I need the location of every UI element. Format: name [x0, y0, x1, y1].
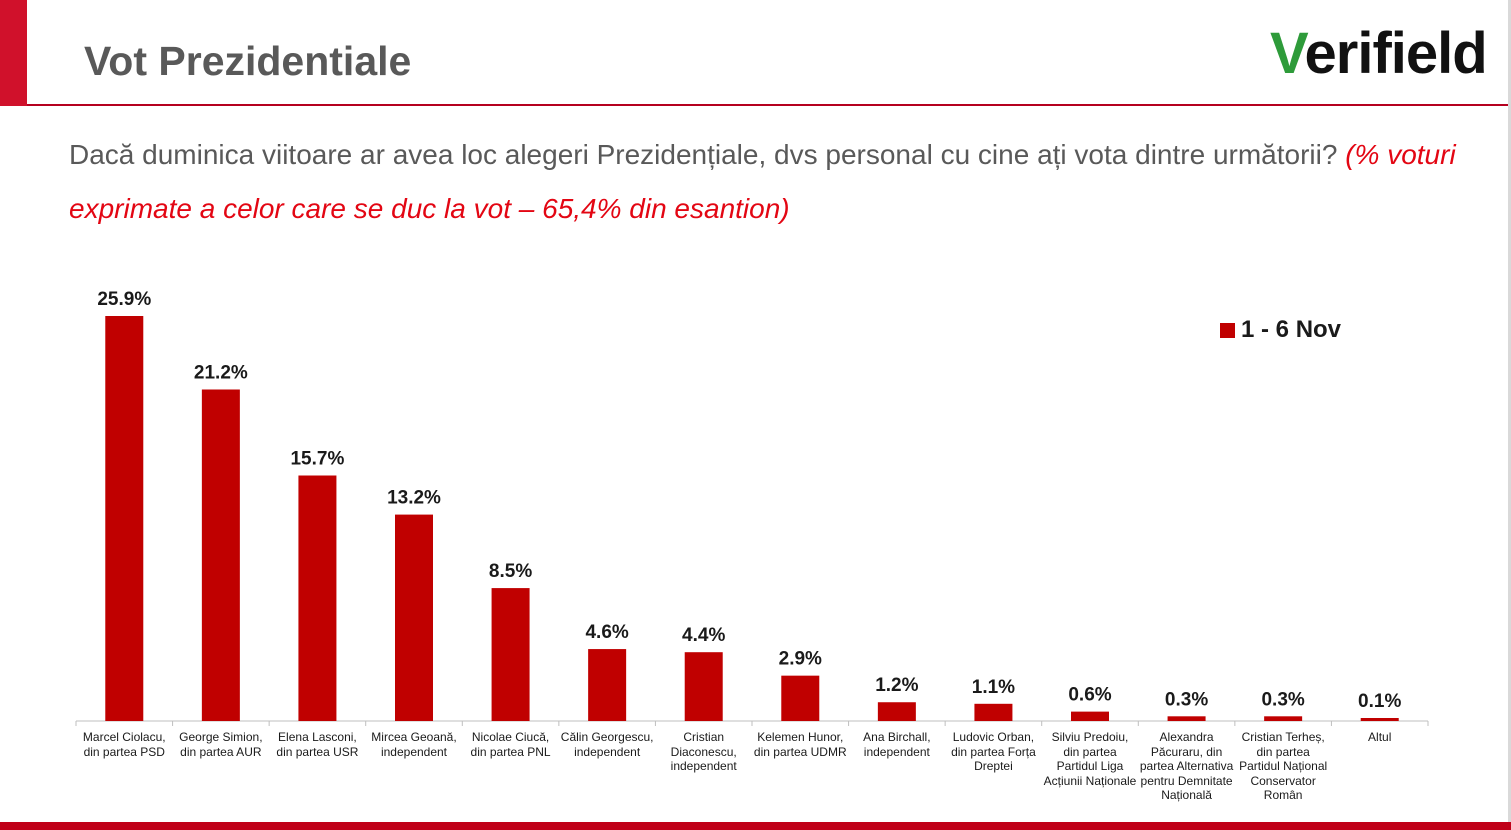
category-label-9: Ludovic Orban, din partea Forța Dreptei	[951, 730, 1036, 773]
data-label-2: 15.7%	[290, 448, 344, 469]
bar-6	[684, 652, 723, 721]
data-label-12: 0.3%	[1261, 689, 1304, 710]
bar-7	[781, 675, 820, 721]
header-divider	[27, 104, 1511, 106]
question-note: (% voturi exprimate a celor care se duc …	[69, 139, 1456, 224]
logo-check-icon: V	[1270, 21, 1305, 86]
bar-8	[877, 702, 916, 721]
data-label-13: 0.1%	[1358, 691, 1401, 712]
bar-10	[1071, 711, 1109, 721]
question-text: Dacă duminica viitoare ar avea loc alege…	[69, 128, 1469, 236]
category-label-1: George Simion, din partea AUR	[179, 730, 263, 759]
data-label-7: 2.9%	[779, 649, 822, 670]
right-edge-shadow	[1508, 0, 1511, 830]
bar-4	[491, 588, 530, 721]
category-label-5: Călin Georgescu, independent	[560, 730, 654, 759]
data-label-5: 4.6%	[585, 622, 628, 643]
category-label-10: Silviu Predoiu, din partea Partidul Liga…	[1043, 730, 1137, 788]
data-label-1: 21.2%	[194, 362, 248, 383]
category-label-11: Alexandra Păcuraru, din partea Alternati…	[1139, 730, 1234, 802]
category-label-3: Mircea Geoană, independent	[371, 730, 457, 759]
data-label-9: 1.1%	[972, 677, 1015, 698]
verifield-logo: Verifield	[1270, 21, 1488, 86]
left-accent-bar	[0, 0, 27, 106]
category-label-0: Marcel Ciolacu, din partea PSD	[82, 730, 166, 759]
data-label-11: 0.3%	[1165, 689, 1208, 710]
category-label-2: Elena Lasconi, din partea USR	[276, 730, 359, 759]
chart-legend: 1 - 6 Nov	[1220, 316, 1341, 344]
category-label-12: Cristian Terheș, din partea Partidul Naț…	[1239, 730, 1328, 802]
bar-0	[105, 316, 144, 721]
bar-3	[395, 514, 433, 721]
bar-2	[298, 475, 337, 721]
category-label-4: Nicolae Ciucă, din partea PNL	[470, 730, 551, 759]
data-label-4: 8.5%	[489, 561, 532, 582]
data-label-6: 4.4%	[682, 625, 725, 646]
data-label-3: 13.2%	[387, 488, 441, 509]
category-label-7: Kelemen Hunor, din partea UDMR	[753, 730, 847, 759]
legend-swatch	[1220, 322, 1235, 338]
bar-12	[1264, 716, 1303, 721]
bar-1	[201, 389, 240, 721]
category-label-8: Ana Birchall, independent	[863, 730, 931, 759]
bottom-accent-bar	[0, 822, 1511, 830]
bar-13	[1360, 718, 1399, 721]
bar-11	[1167, 716, 1206, 721]
legend-label: 1 - 6 Nov	[1241, 316, 1342, 343]
page-title: Vot Prezidentiale	[84, 38, 412, 84]
data-label-0: 25.9%	[97, 289, 151, 310]
data-label-8: 1.2%	[875, 675, 918, 696]
bar-5	[588, 649, 627, 721]
bar-9	[974, 703, 1013, 721]
data-label-10: 0.6%	[1068, 685, 1111, 706]
category-label-13: Altul	[1368, 730, 1392, 744]
question-main: Dacă duminica viitoare ar avea loc alege…	[69, 139, 1338, 170]
category-label-6: Cristian Diaconescu, independent	[670, 730, 737, 773]
